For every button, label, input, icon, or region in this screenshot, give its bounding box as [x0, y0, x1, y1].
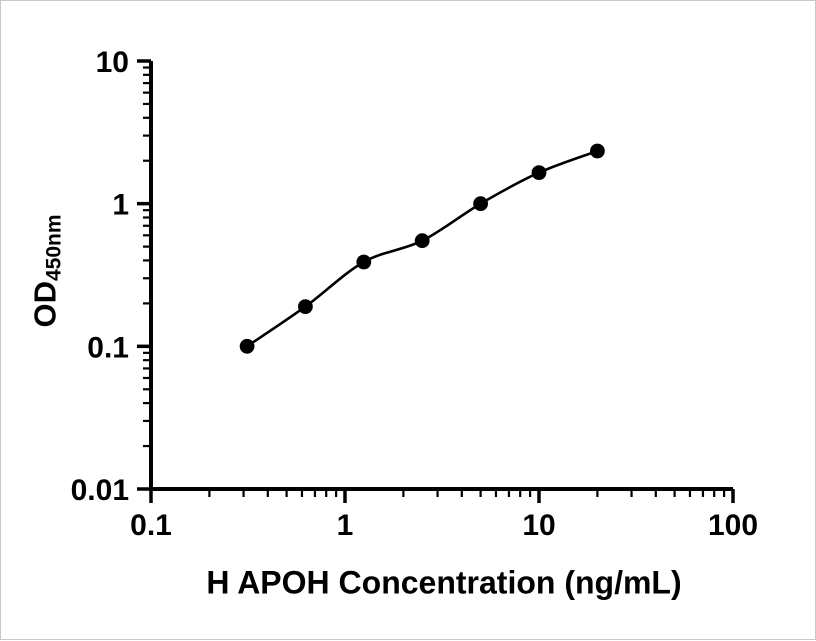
data-point: [473, 196, 488, 212]
standard-curve-line: [246, 149, 598, 348]
x-axis-title: H APOH Concentration (ng/mL): [206, 564, 682, 601]
y-tick-label: 10: [96, 46, 129, 79]
data-point: [298, 299, 313, 314]
y-axis-title: OD450nm: [28, 214, 67, 327]
x-tick-label: 10: [522, 509, 555, 542]
y-tick-label: 1: [112, 189, 129, 222]
y-axis-title-subscript: 450nm: [42, 214, 66, 282]
x-tick-label: 100: [708, 509, 758, 542]
data-point: [590, 143, 605, 159]
y-tick-label: 0.1: [87, 331, 129, 364]
y-axis-title-main: OD: [27, 281, 63, 328]
y-tick-label: 0.01: [71, 474, 129, 507]
x-tick-label: 1: [337, 509, 354, 542]
data-point: [356, 254, 372, 270]
data-point: [531, 165, 547, 181]
data-point: [239, 338, 255, 354]
x-tick-label: 0.1: [130, 509, 172, 542]
data-point: [414, 233, 430, 249]
